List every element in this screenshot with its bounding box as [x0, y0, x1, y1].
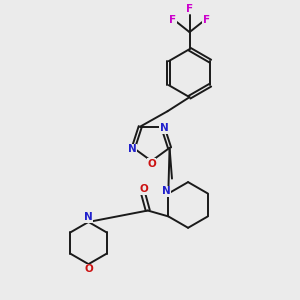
Text: N: N [160, 123, 169, 133]
Text: N: N [162, 186, 170, 196]
Text: F: F [186, 4, 193, 14]
Text: F: F [203, 14, 210, 25]
Text: O: O [147, 159, 156, 169]
Text: N: N [128, 144, 136, 154]
Text: O: O [84, 264, 93, 274]
Text: F: F [169, 14, 176, 25]
Text: N: N [84, 212, 93, 222]
Text: O: O [139, 184, 148, 194]
